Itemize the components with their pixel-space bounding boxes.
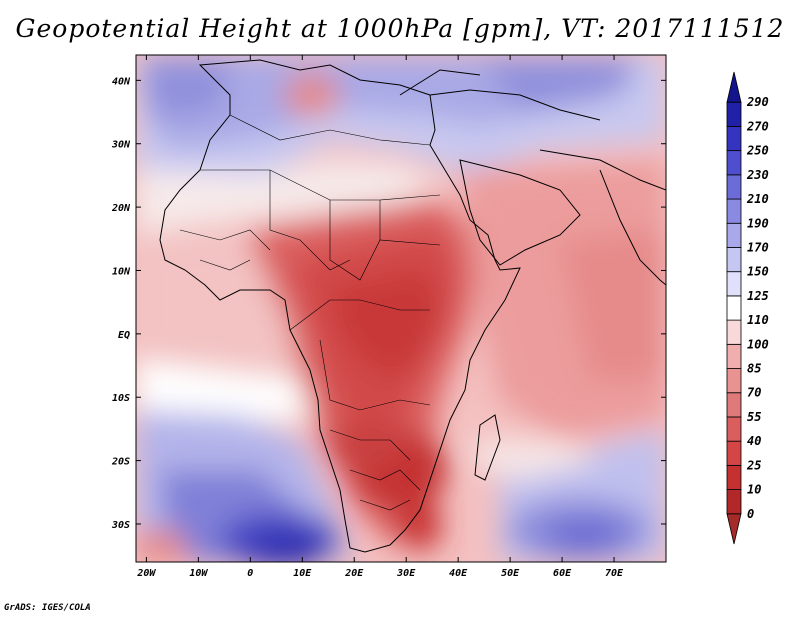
- colorbar-swatch: [726, 222, 742, 248]
- colorbar-swatch: [726, 174, 742, 200]
- lon-tick-label: 60E: [553, 568, 572, 579]
- lat-tick-label: 40N: [112, 76, 131, 87]
- colorbar-level-label: 25: [746, 458, 761, 472]
- colorbar-level-label: 55: [747, 410, 761, 424]
- colorbar-level-label: 230: [746, 168, 769, 182]
- colorbar-level-label: 125: [747, 289, 769, 303]
- colorbar-level-label: 110: [747, 313, 769, 327]
- colorbar-level-label: 190: [747, 216, 769, 230]
- lon-tick-label: 10E: [293, 568, 312, 579]
- lat-tick-label: 10S: [112, 393, 130, 404]
- lat-tick-label: 20S: [111, 457, 130, 468]
- colorbar-swatch: [726, 416, 742, 442]
- colorbar-swatch: [726, 271, 742, 297]
- map-title: Geopotential Height at 1000hPa [gpm], VT…: [15, 14, 785, 43]
- colorbar-level-label: 40: [747, 434, 761, 448]
- lon-tick-label: 40E: [449, 568, 468, 579]
- colorbar-swatch: [726, 198, 742, 224]
- lat-tick-label: 10N: [112, 266, 131, 277]
- colorbar-swatch: [726, 150, 742, 176]
- lon-tick-label: 50E: [501, 568, 520, 579]
- colorbar-level-label: 150: [747, 265, 769, 279]
- country-borders: [179, 114, 441, 511]
- lon-tick-label: 70E: [605, 568, 624, 579]
- colorbar-level-label: 270: [746, 119, 769, 133]
- colorbar-level-label: 85: [747, 362, 761, 376]
- colorbar-swatch: [726, 295, 742, 321]
- lon-tick-label: 20W: [136, 568, 156, 579]
- lon-tick-label: 0: [247, 568, 253, 579]
- lat-tick-label: 30N: [111, 140, 131, 151]
- colorbar: 0 10 25 40 55 70 85 100 110 125 150 170 190 210 230 250…: [726, 71, 769, 545]
- colorbar-level-label: 0: [747, 507, 754, 521]
- colorbar-level-label: 170: [747, 240, 769, 254]
- colorbar-swatch: [726, 126, 742, 152]
- colorbar-level-label: 10: [747, 483, 761, 497]
- lat-tick-label: EQ: [118, 330, 130, 341]
- colorbar-level-label: 250: [746, 144, 769, 158]
- colorbar-max-triangle: [726, 71, 742, 103]
- lon-tick-label: 20E: [344, 568, 364, 579]
- lat-tick-label: 20N: [111, 203, 131, 214]
- colorbar-swatch: [726, 247, 742, 273]
- map-plot-area: [136, 55, 666, 562]
- colorbar-swatch: [726, 101, 742, 127]
- colorbar-swatch: [726, 392, 742, 418]
- colorbar-swatch: [726, 343, 742, 369]
- colorbar-swatch: [726, 489, 742, 515]
- lon-tick-label: 10W: [189, 568, 208, 579]
- plot-frame: [135, 54, 667, 563]
- colorbar-level-label: 290: [746, 95, 769, 109]
- colorbar-level-label: 70: [747, 386, 761, 400]
- height-field: [136, 55, 666, 562]
- colorbar-min-triangle: [726, 513, 742, 545]
- lat-axis: 40N 30N 20N 10N EQ 10S 20S 30S: [111, 76, 666, 531]
- lon-axis: 20W 10W 0 10E 20E 30E 40E 50E 60E 70E: [136, 55, 624, 579]
- grads-credit: GrADS: IGES/COLA: [4, 603, 91, 613]
- colorbar-swatch: [726, 464, 742, 490]
- colorbar-level-label: 100: [747, 337, 769, 351]
- lat-tick-label: 30S: [111, 520, 130, 531]
- colorbar-swatch: [726, 440, 742, 466]
- colorbar-swatch: [726, 368, 742, 394]
- colorbar-swatch: [726, 319, 742, 345]
- lon-tick-label: 30E: [396, 568, 416, 579]
- coastlines: [159, 59, 666, 553]
- colorbar-level-label: 210: [746, 192, 769, 206]
